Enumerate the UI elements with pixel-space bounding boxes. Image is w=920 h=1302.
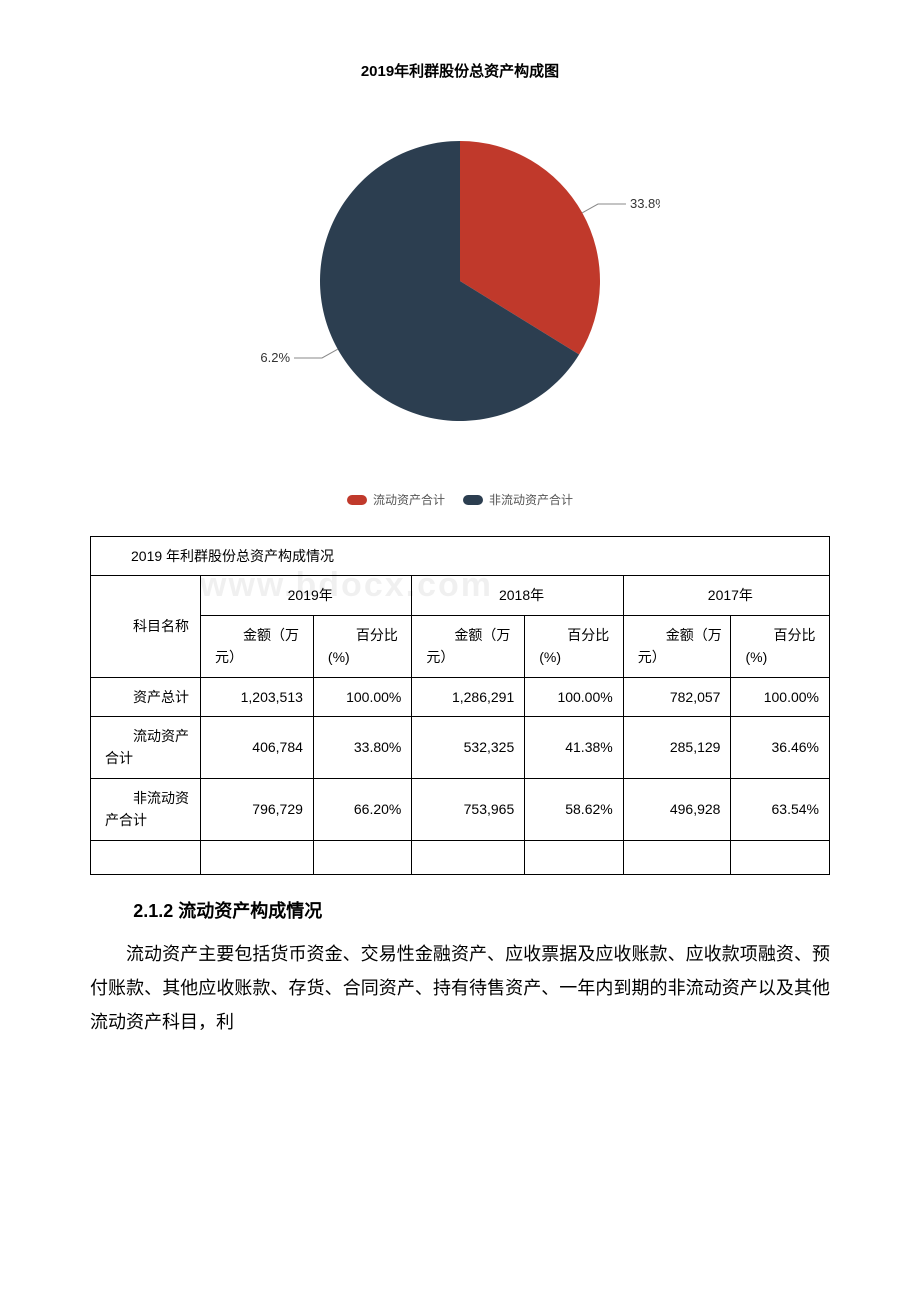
table-wrap: www.bdocx.com 2019 年利群股份总资产构成情况 科目名称 201… xyxy=(90,536,830,875)
cell: 285,129 xyxy=(623,716,731,778)
asset-table: 2019 年利群股份总资产构成情况 科目名称 2019年 2018年 2017年… xyxy=(90,536,830,875)
year-2019: 2019年 xyxy=(201,576,412,615)
cell: 58.62% xyxy=(525,778,623,840)
section-heading: 2.1.2 流动资产构成情况 xyxy=(90,897,830,923)
cell: 1,286,291 xyxy=(412,677,525,716)
row-name: 流动资产合计 xyxy=(91,716,201,778)
cell: 100.00% xyxy=(525,677,623,716)
table-row: 资产总计 1,203,513 100.00% 1,286,291 100.00%… xyxy=(91,677,830,716)
legend-item-1: 流动资产合计 xyxy=(347,491,445,508)
subcol-pct-2019: 百分比(%) xyxy=(313,615,411,677)
pie-label: 33.8% xyxy=(630,196,660,211)
pie-label: 66.2% xyxy=(260,350,290,365)
cell: 782,057 xyxy=(623,677,731,716)
legend-swatch-2 xyxy=(463,495,483,505)
section-paragraph: 流动资产主要包括货币资金、交易性金融资产、应收票据及应收账款、应收款项融资、预付… xyxy=(90,937,830,1040)
chart-title: 2019年利群股份总资产构成图 xyxy=(90,60,830,81)
pie-chart: 33.8% 66.2% xyxy=(260,121,660,461)
cell: 496,928 xyxy=(623,778,731,840)
table-row: 非流动资产合计 796,729 66.20% 753,965 58.62% 49… xyxy=(91,778,830,840)
cell: 532,325 xyxy=(412,716,525,778)
subcol-amount-2017: 金额（万元） xyxy=(623,615,731,677)
table-row: 流动资产合计 406,784 33.80% 532,325 41.38% 285… xyxy=(91,716,830,778)
table-subhead-row: 金额（万元） 百分比(%) 金额（万元） 百分比(%) 金额（万元） 百分比(%… xyxy=(91,615,830,677)
year-2018: 2018年 xyxy=(412,576,623,615)
cell: 406,784 xyxy=(201,716,314,778)
row-name: 资产总计 xyxy=(91,677,201,716)
year-2017: 2017年 xyxy=(623,576,829,615)
subcol-amount-2018: 金额（万元） xyxy=(412,615,525,677)
cell: 796,729 xyxy=(201,778,314,840)
legend-swatch-1 xyxy=(347,495,367,505)
cell: 100.00% xyxy=(731,677,830,716)
table-caption: 2019 年利群股份总资产构成情况 xyxy=(91,537,830,576)
col-rowhead: 科目名称 xyxy=(91,576,201,677)
leader-line xyxy=(294,349,338,358)
cell: 36.46% xyxy=(731,716,830,778)
subcol-pct-2018: 百分比(%) xyxy=(525,615,623,677)
legend-item-2: 非流动资产合计 xyxy=(463,491,573,508)
subcol-amount-2019: 金额（万元） xyxy=(201,615,314,677)
legend-label-2: 非流动资产合计 xyxy=(489,491,573,508)
cell: 63.54% xyxy=(731,778,830,840)
table-empty-row xyxy=(91,840,830,874)
cell: 41.38% xyxy=(525,716,623,778)
cell: 66.20% xyxy=(313,778,411,840)
cell: 753,965 xyxy=(412,778,525,840)
pie-svg: 33.8% 66.2% xyxy=(260,121,660,461)
table-year-row: 科目名称 2019年 2018年 2017年 xyxy=(91,576,830,615)
chart-legend: 流动资产合计 非流动资产合计 xyxy=(90,491,830,508)
leader-line xyxy=(582,204,626,213)
cell: 100.00% xyxy=(313,677,411,716)
row-name: 非流动资产合计 xyxy=(91,778,201,840)
cell: 33.80% xyxy=(313,716,411,778)
table-caption-row: 2019 年利群股份总资产构成情况 xyxy=(91,537,830,576)
legend-label-1: 流动资产合计 xyxy=(373,491,445,508)
subcol-pct-2017: 百分比(%) xyxy=(731,615,830,677)
cell: 1,203,513 xyxy=(201,677,314,716)
